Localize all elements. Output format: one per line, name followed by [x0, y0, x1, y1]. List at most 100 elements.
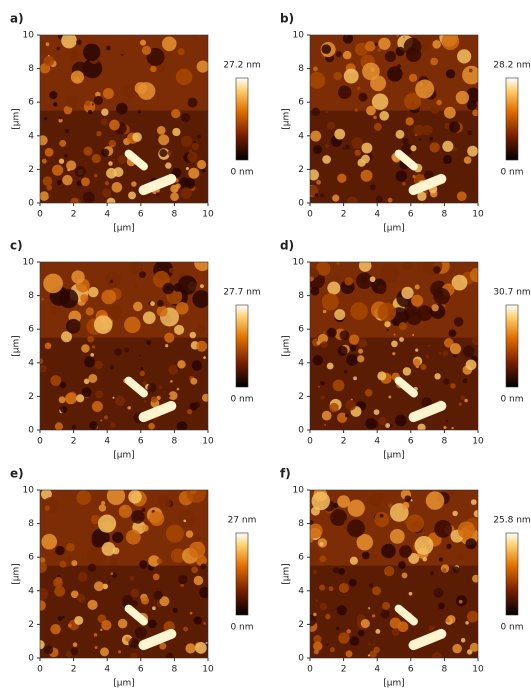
- afm-grain: [159, 497, 172, 510]
- y-axis-label: [µm]: [12, 563, 22, 585]
- afm-grain: [433, 587, 444, 598]
- afm-grain: [335, 51, 342, 58]
- afm-grain: [398, 561, 406, 569]
- afm-grain: [429, 142, 440, 153]
- afm-grain: [401, 572, 408, 579]
- afm-grain: [452, 566, 460, 574]
- afm-grain: [66, 160, 77, 171]
- afm-grain: [43, 55, 55, 67]
- afm-grain: [406, 514, 425, 533]
- y-tick-label: 4: [298, 586, 304, 596]
- afm-grain: [61, 35, 77, 49]
- afm-grain: [402, 501, 410, 510]
- afm-grain: [101, 289, 117, 305]
- afm-grain: [79, 329, 87, 336]
- afm-grain: [131, 600, 138, 607]
- afm-grain: [146, 340, 151, 345]
- afm-grain: [41, 533, 58, 550]
- afm-grain: [100, 419, 103, 422]
- colorbar: [235, 532, 249, 616]
- afm-grain: [193, 534, 201, 542]
- afm-grain: [412, 358, 421, 367]
- afm-grain: [159, 149, 168, 158]
- afm-grain: [183, 626, 189, 632]
- colorbar-min-label: 0 nm: [500, 623, 523, 633]
- afm-grain: [387, 66, 403, 82]
- afm-particle: [394, 149, 418, 171]
- afm-grain: [372, 614, 376, 618]
- x-tick-label: 0: [37, 210, 43, 220]
- afm-grain: [448, 329, 457, 338]
- afm-grain: [346, 196, 358, 203]
- y-tick-label: 0: [28, 426, 34, 436]
- afm-grain: [88, 286, 99, 298]
- afm-grain: [72, 642, 78, 648]
- afm-grain: [139, 271, 147, 279]
- x-tick-label: 8: [172, 210, 178, 220]
- y-tick-label: 8: [298, 519, 304, 529]
- afm-grain: [460, 395, 465, 400]
- y-tick-label: 8: [298, 291, 304, 301]
- afm-grain: [76, 39, 82, 45]
- afm-grain: [94, 173, 98, 178]
- afm-grain: [91, 345, 96, 349]
- afm-grain: [175, 68, 193, 86]
- afm-grain: [358, 348, 364, 354]
- x-tick-label: 10: [472, 665, 484, 675]
- afm-grain: [134, 284, 138, 289]
- afm-grain: [83, 378, 90, 385]
- afm-grain: [108, 581, 111, 584]
- y-tick-label: 4: [28, 358, 34, 368]
- afm-grain: [201, 393, 208, 402]
- afm-grain: [50, 375, 62, 387]
- afm-grain: [87, 599, 98, 610]
- afm-grain: [102, 87, 114, 99]
- afm-grain: [158, 134, 170, 146]
- afm-grain: [87, 109, 93, 115]
- afm-grain: [74, 166, 86, 178]
- afm-grain: [131, 509, 145, 524]
- afm-particle: [408, 628, 447, 651]
- y-tick-label: 4: [298, 358, 304, 368]
- afm-grain: [465, 538, 477, 550]
- afm-grain: [473, 510, 478, 518]
- colorbar-max-label: 28.2 nm: [493, 61, 530, 71]
- afm-grain: [358, 92, 368, 102]
- afm-grain: [175, 301, 189, 315]
- afm-grain: [89, 421, 98, 430]
- afm-grain: [147, 383, 157, 393]
- afm-grain: [95, 91, 101, 98]
- afm-grain: [428, 625, 435, 632]
- afm-grain: [368, 583, 374, 588]
- afm-grain: [90, 353, 95, 357]
- afm-grain: [181, 113, 191, 123]
- image-frame: [39, 34, 209, 204]
- afm-grain: [173, 283, 183, 292]
- afm-grain: [395, 129, 405, 139]
- afm-grain: [321, 293, 339, 311]
- afm-grain: [185, 643, 196, 654]
- afm-grain: [456, 191, 467, 202]
- afm-grain: [51, 164, 64, 176]
- afm-grain: [334, 309, 346, 321]
- afm-grain: [464, 398, 468, 403]
- afm-grain: [469, 642, 478, 652]
- afm-grain: [133, 301, 143, 312]
- afm-grain: [319, 555, 327, 563]
- afm-grain: [149, 511, 165, 527]
- afm-grain: [128, 637, 139, 649]
- afm-grain: [91, 534, 105, 548]
- afm-grain: [332, 194, 340, 202]
- afm-grain: [339, 294, 343, 298]
- afm-grain: [393, 333, 396, 336]
- afm-grain: [346, 519, 365, 538]
- afm-grain: [402, 262, 413, 271]
- x-tick-label: 8: [172, 665, 178, 675]
- x-tick-label: 6: [408, 210, 414, 220]
- afm-grain: [54, 422, 64, 430]
- afm-grain: [59, 139, 67, 147]
- afm-grain: [81, 344, 90, 353]
- afm-grain: [465, 621, 469, 625]
- afm-grain: [376, 492, 384, 500]
- afm-grain: [312, 355, 323, 366]
